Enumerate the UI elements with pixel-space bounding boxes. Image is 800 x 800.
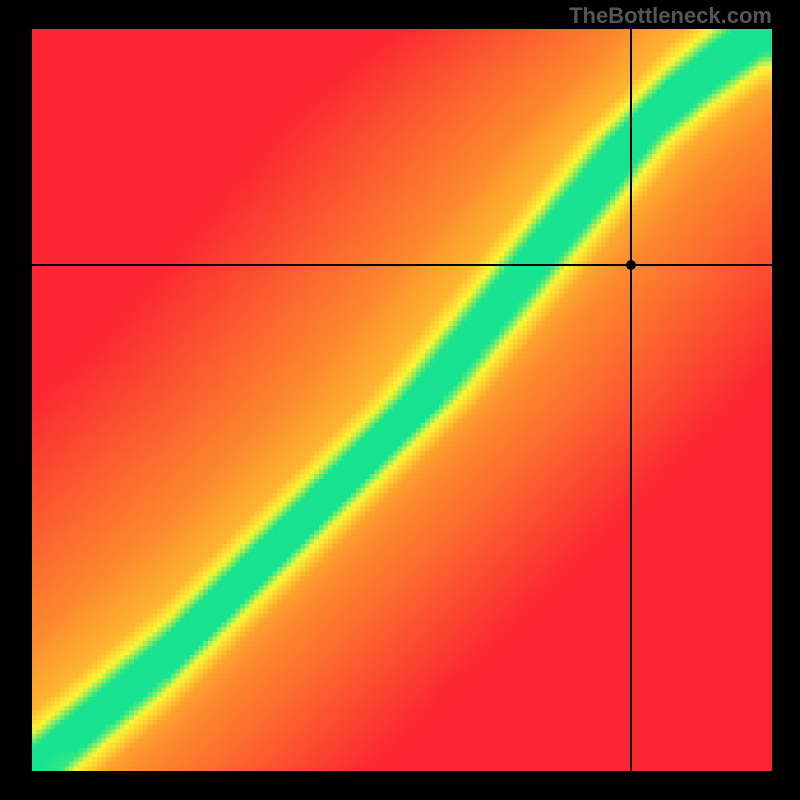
crosshair-vertical <box>630 29 632 771</box>
crosshair-horizontal <box>32 264 772 266</box>
watermark-text: TheBottleneck.com <box>569 3 772 29</box>
bottleneck-heatmap <box>32 29 772 771</box>
chart-container: TheBottleneck.com <box>0 0 800 800</box>
